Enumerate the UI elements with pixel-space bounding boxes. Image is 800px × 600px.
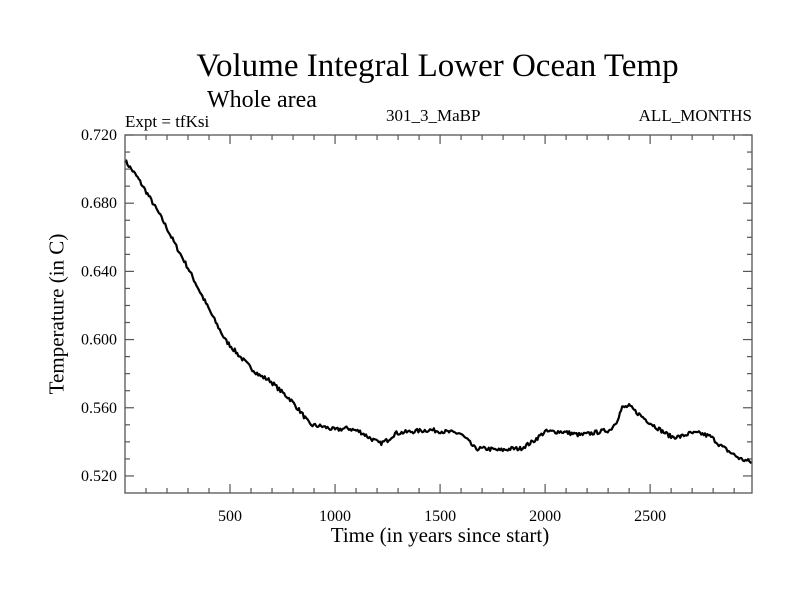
series-line [124, 159, 753, 464]
x-tick-label: 500 [218, 508, 242, 525]
y-tick-label: 0.680 [81, 195, 117, 212]
chart-subtitle: Whole area [207, 87, 317, 113]
run-label: 301_3_MaBP [386, 106, 481, 125]
tick-labels: 500 1000 1500 2000 2500 0.520 0.560 0.600 0.640 0… [81, 127, 666, 525]
axis-ticks [125, 134, 752, 493]
chart-title: Volume Integral Lower Ocean Temp [196, 48, 679, 84]
plot-frame [124, 134, 753, 494]
y-tick-label: 0.720 [81, 127, 117, 144]
y-tick-label: 0.560 [81, 400, 117, 417]
y-tick-label: 0.600 [81, 332, 117, 349]
experiment-label: Expt = tfKsi [125, 112, 210, 131]
y-tick-label: 0.520 [81, 468, 117, 485]
x-axis-label: Time (in years since start) [330, 523, 550, 547]
x-tick-label: 2500 [634, 508, 666, 525]
period-label: ALL_MONTHS [638, 106, 752, 125]
x-tick-label: 2000 [529, 508, 561, 525]
y-tick-label: 0.640 [81, 263, 117, 280]
x-tick-label: 1500 [424, 508, 456, 525]
x-tick-label: 1000 [319, 508, 351, 525]
